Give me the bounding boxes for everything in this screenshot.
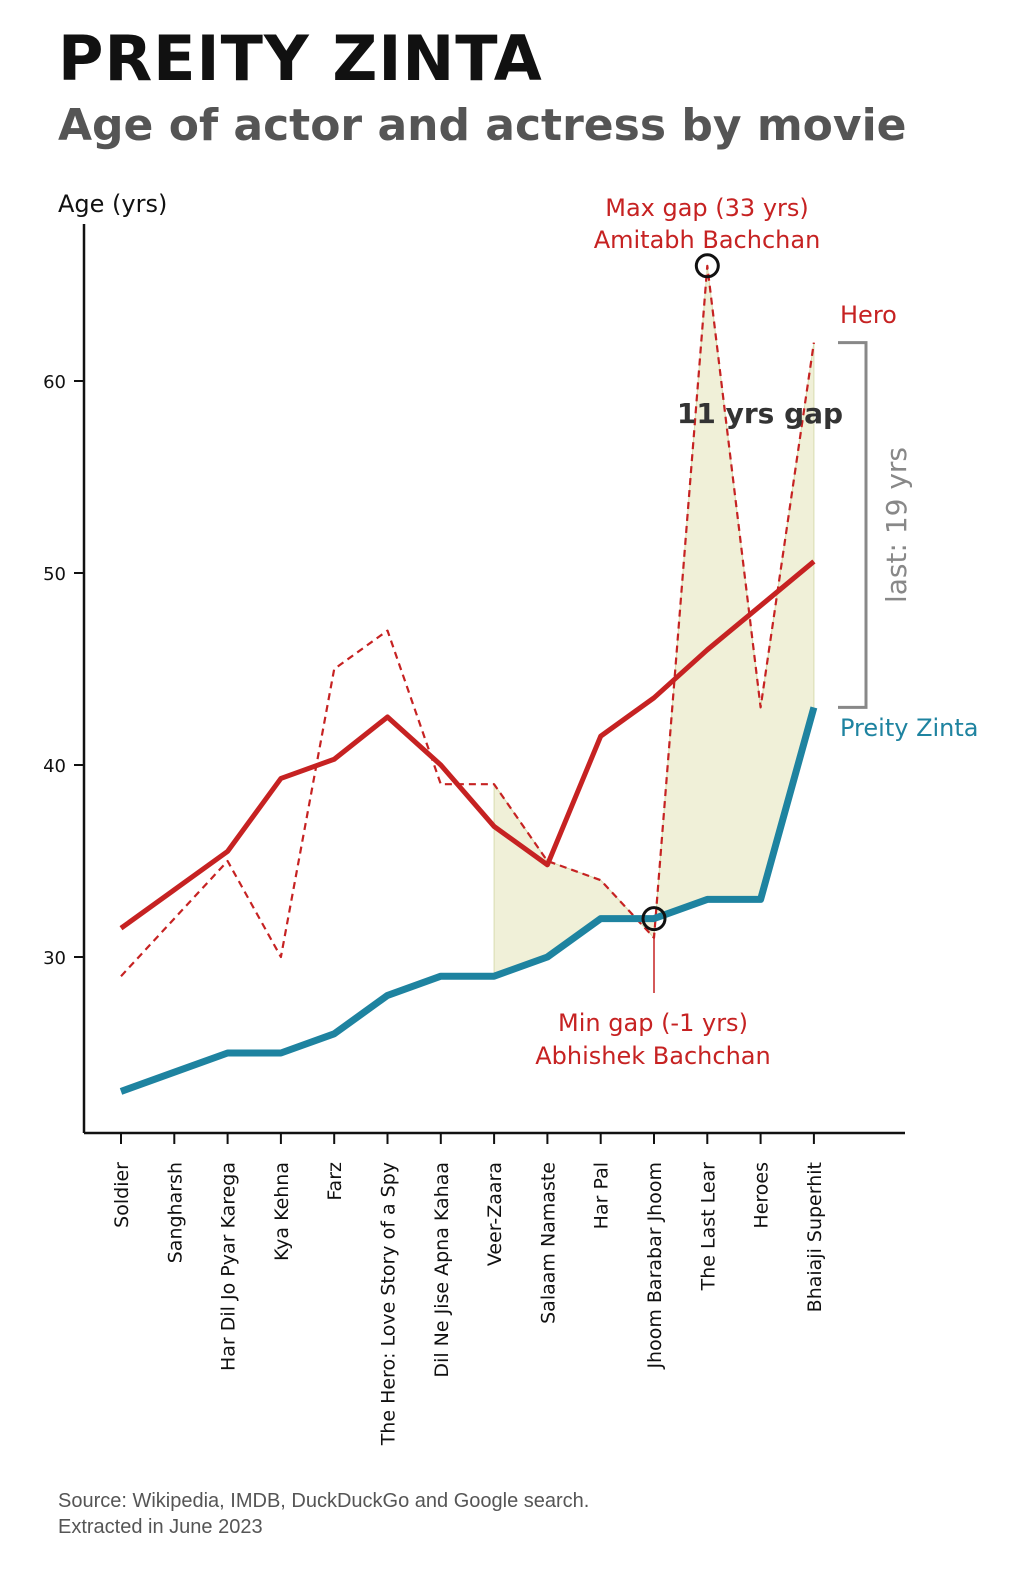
min-gap-marker [641, 906, 667, 932]
last-gap-label: last: 19 yrs [880, 447, 913, 603]
x-tick-label: Soldier [111, 1162, 133, 1228]
x-tick-label: Veer-Zaara [484, 1162, 506, 1266]
source-line-1: Source: Wikipedia, IMDB, DuckDuckGo and … [58, 1490, 590, 1512]
y-tick-label: 30 [43, 948, 66, 969]
x-tick-label: Har Dil Jo Pyar Karega [218, 1162, 240, 1371]
source-note: Source: Wikipedia, IMDB, DuckDuckGo and … [58, 1488, 589, 1540]
x-tick-label: Dil Ne Jise Apna Kahaa [431, 1162, 453, 1378]
max-gap-marker [694, 253, 720, 279]
tick-marks: 30 40 50 60 Soldier Sangharsh Har Dil Jo Pyar … [43, 372, 826, 1446]
max-gap-label-line1: Max gap (33 yrs) [605, 194, 809, 222]
hero-age-trend-line [119, 559, 816, 931]
min-gap-label-line2: Abhishek Bachchan [535, 1042, 770, 1070]
x-tick-label: Heroes [751, 1162, 773, 1229]
x-tick-label: Jhoom Barabar Jhoom [644, 1162, 666, 1370]
x-tick-label: Har Pal [591, 1162, 613, 1229]
x-tick-label: Bhaiaji Superhit [804, 1162, 826, 1312]
x-tick-label: Farz [324, 1162, 346, 1201]
actress-series-label: Preity Zinta [840, 714, 979, 742]
series-lines [119, 264, 818, 1095]
x-tick-label: Kya Kehna [271, 1162, 293, 1261]
x-tick-label: Sangharsh [164, 1162, 186, 1263]
chart-subtitle: Age of actor and actress by movie [58, 100, 907, 151]
x-tick-label: The Hero: Love Story of a Spy [378, 1162, 400, 1446]
actress-age-line [119, 706, 818, 1095]
min-gap-label-line1: Min gap (-1 yrs) [558, 1009, 748, 1037]
annotations: Max gap (33 yrs) Amitabh Bachchan Min ga… [535, 194, 978, 1070]
max-gap-label-line2: Amitabh Bachchan [594, 226, 821, 254]
last-gap-bracket [838, 341, 868, 709]
source-line-2: Extracted in June 2023 [58, 1516, 263, 1538]
y-tick-label: 40 [43, 756, 66, 777]
y-axis-label: Age (yrs) [58, 190, 167, 218]
y-tick-label: 60 [43, 372, 66, 393]
hero-series-label: Hero [840, 301, 897, 329]
x-tick-label: Salaam Namaste [537, 1162, 559, 1324]
gap-label: 11 yrs gap [677, 397, 843, 430]
line-chart: Age (yrs) 30 40 50 60 Soldier Sangharsh Har Di… [43, 190, 978, 1446]
y-tick-label: 50 [43, 564, 66, 585]
x-tick-label: The Last Lear [697, 1162, 719, 1292]
chart-title: PREITY ZINTA [58, 22, 543, 95]
